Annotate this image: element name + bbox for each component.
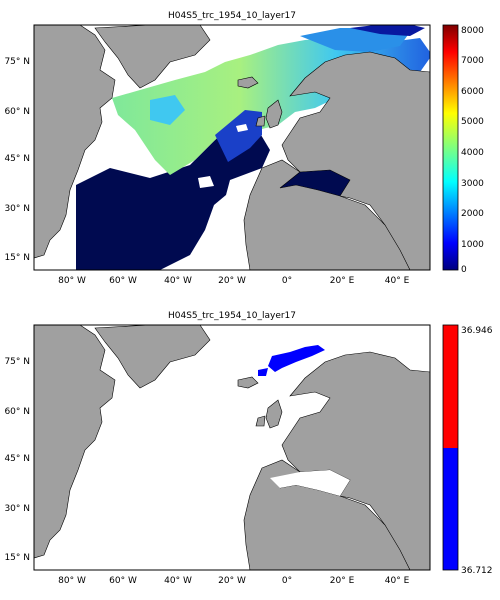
svg-text:40° W: 40° W [164,276,192,286]
svg-text:20° W: 20° W [218,276,246,286]
map-title-1: H04S5_trc_1954_10_layer17 [168,11,296,21]
svg-text:60° N: 60° N [4,107,30,117]
svg-text:60° W: 60° W [109,576,137,586]
svg-text:45° N: 45° N [4,454,30,464]
svg-text:60° W: 60° W [109,276,137,286]
colorbar-2-max: 36.946 [461,326,493,336]
svg-text:45° N: 45° N [4,154,30,164]
svg-text:0°: 0° [282,576,292,586]
svg-text:30° N: 30° N [4,204,30,214]
svg-text:20° W: 20° W [218,576,246,586]
map-panel-1: H04S5_trc_1954_10_layer17 [4,11,484,286]
lat-ticks-1: 75° N 60° N 45° N 30° N 15° N [4,57,30,263]
colorbar-1: 8000 7000 6000 5000 4000 3000 2000 1000 … [442,24,484,275]
ocean-field-1 [76,118,270,270]
svg-text:20° E: 20° E [330,576,355,586]
svg-text:1000: 1000 [461,240,484,250]
svg-text:3000: 3000 [461,179,484,189]
svg-text:80° W: 80° W [58,576,86,586]
svg-text:40° E: 40° E [385,276,410,286]
svg-text:75° N: 75° N [4,357,30,367]
svg-text:40° E: 40° E [385,576,410,586]
lat-ticks-2: 75° N 60° N 45° N 30° N 15° N [4,357,30,563]
tracer-patch-2 [268,345,325,372]
svg-text:8000: 8000 [461,26,484,36]
map-frame-1 [33,24,431,271]
svg-text:7000: 7000 [461,56,484,66]
land-2 [34,325,430,570]
svg-text:80° W: 80° W [58,276,86,286]
map-frame-2 [33,324,431,571]
svg-text:0°: 0° [282,276,292,286]
svg-text:6000: 6000 [461,87,484,97]
svg-text:60° N: 60° N [4,407,30,417]
lon-ticks-2: 80° W 60° W 40° W 20° W 0° 20° E 40° E [58,576,409,586]
svg-text:40° W: 40° W [164,576,192,586]
svg-text:2000: 2000 [461,209,484,219]
svg-text:30° N: 30° N [4,504,30,514]
svg-text:0: 0 [461,265,467,275]
map-title-2: H04S5_trc_1954_10_layer17 [168,311,296,321]
svg-text:5000: 5000 [461,117,484,127]
svg-text:20° E: 20° E [330,276,355,286]
map-panel-2: H04S5_trc_1954_10_layer17 75° N 60° N 45… [4,311,492,586]
colorbar-2-min: 36.712 [461,566,493,576]
land-1 [34,25,430,270]
svg-text:75° N: 75° N [4,57,30,67]
svg-text:15° N: 15° N [4,253,30,263]
svg-text:4000: 4000 [461,148,484,158]
svg-text:15° N: 15° N [4,553,30,563]
colorbar-2: 36.946 36.712 [442,324,493,576]
lon-ticks-1: 80° W 60° W 40° W 20° W 0° 20° E 40° E [58,276,409,286]
